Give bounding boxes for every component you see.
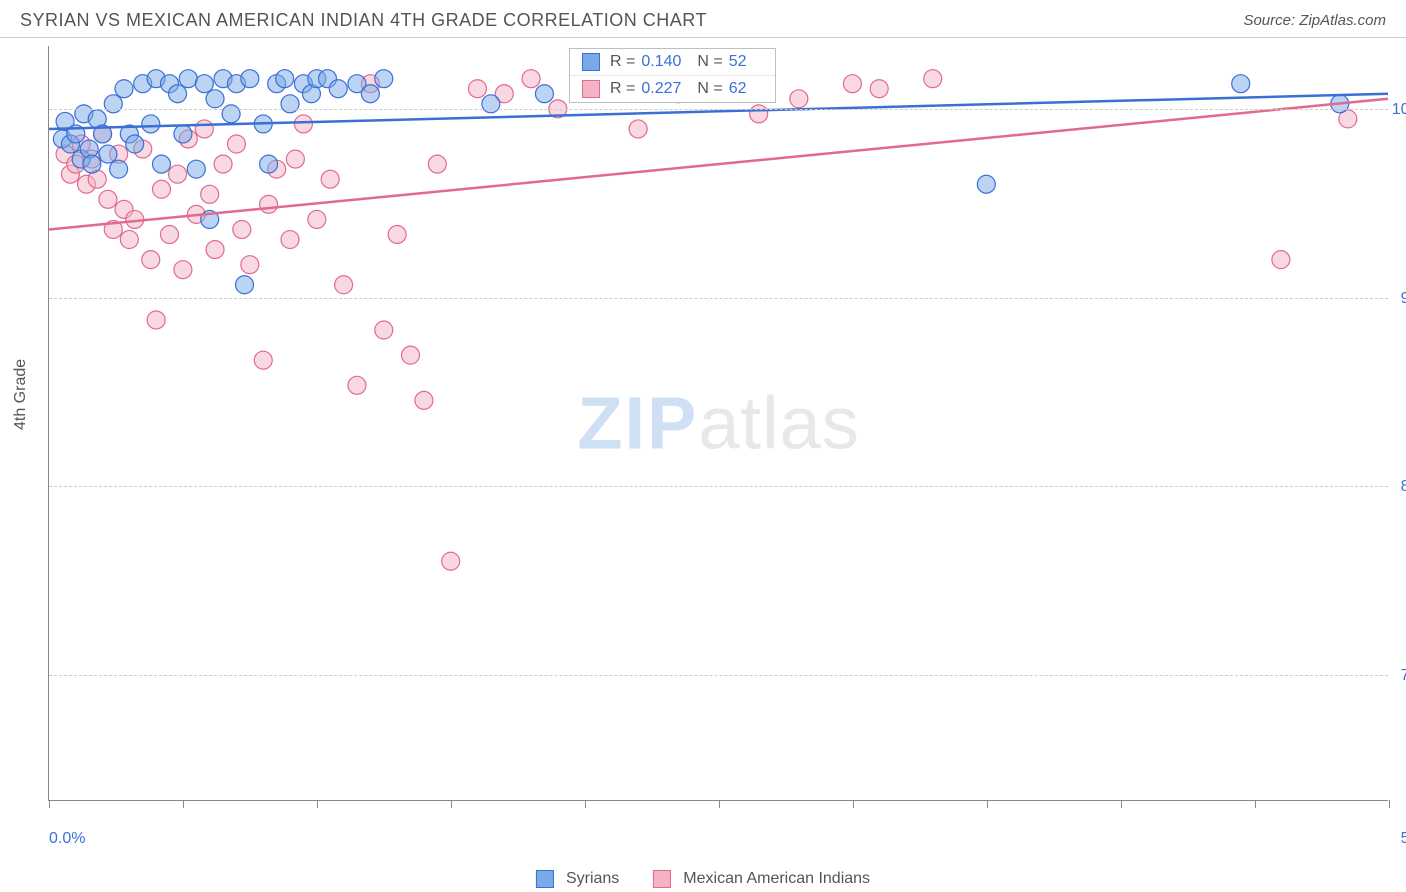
series-legend: Syrians Mexican American Indians <box>536 870 870 888</box>
x-tick <box>1255 800 1256 808</box>
legend-n-blue: 52 <box>729 53 747 71</box>
x-tick <box>987 800 988 808</box>
x-axis-end-label: 50.0% <box>1401 830 1406 848</box>
legend-r-label: R = <box>610 80 635 98</box>
x-tick <box>585 800 586 808</box>
x-tick <box>719 800 720 808</box>
x-tick <box>1389 800 1390 808</box>
chart-plot-area: ZIPatlas 77.5%85.0%92.5%100.0% R = 0.140… <box>48 46 1388 801</box>
legend-n-label: N = <box>697 80 722 98</box>
correlation-legend: R = 0.140 N = 52 R = 0.227 N = 62 <box>569 48 776 103</box>
y-tick-label: 77.5% <box>1401 667 1406 685</box>
source-attribution: Source: ZipAtlas.com <box>1243 12 1386 29</box>
x-tick <box>317 800 318 808</box>
legend-n-pink: 62 <box>729 80 747 98</box>
gridline: 85.0% <box>49 486 1388 487</box>
gridline: 92.5% <box>49 298 1388 299</box>
x-tick <box>1121 800 1122 808</box>
y-tick-label: 85.0% <box>1401 478 1406 496</box>
y-axis-label: 4th Grade <box>12 359 30 430</box>
legend-row-syrians: R = 0.140 N = 52 <box>570 49 775 75</box>
swatch-blue <box>582 53 600 71</box>
y-tick-label: 100.0% <box>1392 101 1406 119</box>
swatch-pink <box>582 80 600 98</box>
legend-r-pink: 0.227 <box>641 80 681 98</box>
y-tick-label: 92.5% <box>1401 290 1406 308</box>
legend-label-mexican: Mexican American Indians <box>683 870 870 888</box>
gridline: 77.5% <box>49 675 1388 676</box>
legend-r-label: R = <box>610 53 635 71</box>
x-tick <box>853 800 854 808</box>
gridline: 100.0% <box>49 109 1388 110</box>
swatch-pink <box>653 870 671 888</box>
scatter-svg <box>49 46 1388 800</box>
legend-label-syrians: Syrians <box>566 870 619 888</box>
x-tick <box>49 800 50 808</box>
chart-title: SYRIAN VS MEXICAN AMERICAN INDIAN 4TH GR… <box>20 10 707 31</box>
x-tick <box>451 800 452 808</box>
legend-r-blue: 0.140 <box>641 53 681 71</box>
swatch-blue <box>536 870 554 888</box>
x-axis-start-label: 0.0% <box>49 830 85 848</box>
legend-n-label: N = <box>697 53 722 71</box>
x-tick <box>183 800 184 808</box>
legend-row-mexican: R = 0.227 N = 62 <box>570 75 775 102</box>
